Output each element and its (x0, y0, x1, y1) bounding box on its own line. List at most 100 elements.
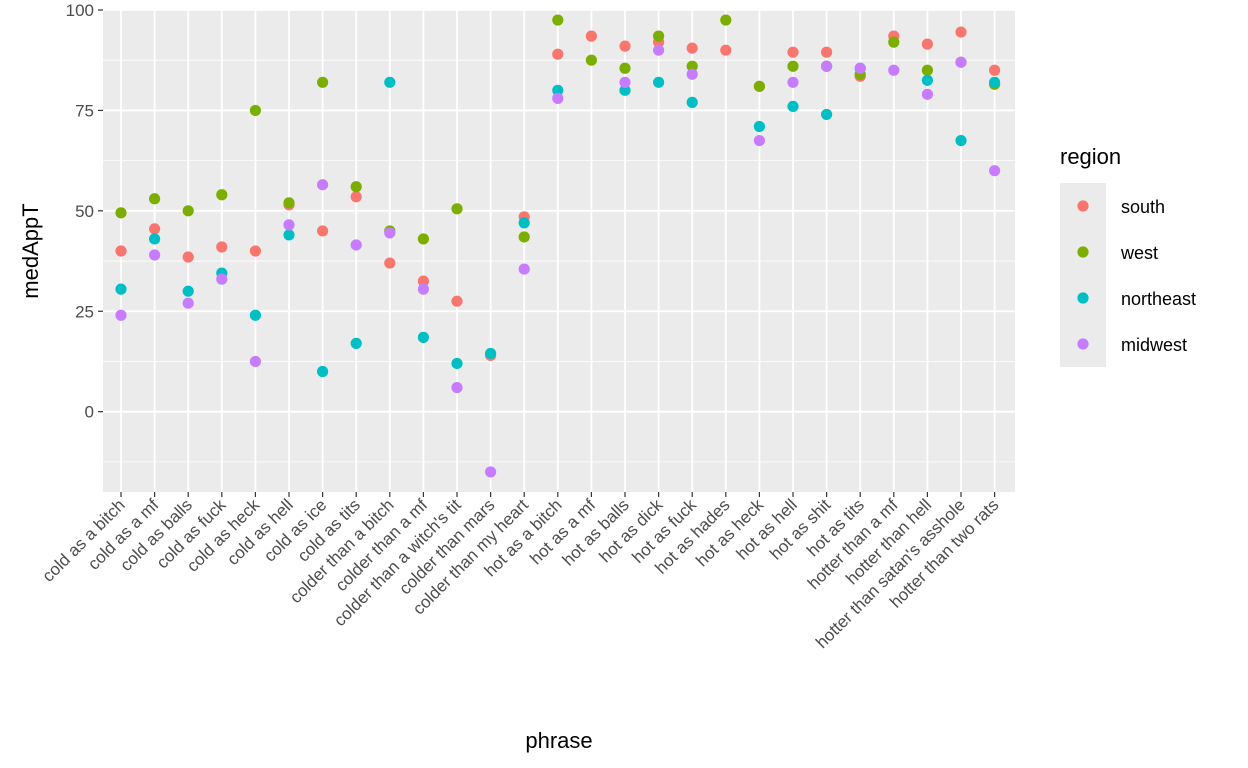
point-midwest (384, 227, 396, 239)
point-south (451, 295, 463, 307)
point-northeast (317, 365, 329, 378)
point-west (753, 80, 766, 92)
point-midwest (216, 273, 228, 285)
point-west (216, 189, 228, 201)
point-west (720, 14, 732, 26)
point-midwest (653, 44, 665, 56)
point-south (317, 225, 329, 237)
point-midwest (955, 56, 967, 68)
point-northeast (619, 84, 631, 96)
point-west (653, 30, 665, 42)
point-northeast (686, 96, 698, 108)
legend-key-west (1077, 246, 1089, 258)
point-south (686, 42, 698, 54)
point-south (115, 245, 127, 257)
point-west (182, 205, 194, 217)
point-midwest (753, 134, 766, 147)
y-axis-title: medAppT (18, 203, 43, 298)
point-northeast (249, 309, 261, 321)
point-midwest (149, 249, 161, 261)
point-midwest (451, 381, 463, 394)
point-northeast (417, 331, 429, 343)
y-axis: 0 25 50 75 100 (66, 1, 103, 422)
legend-key-midwest (1077, 338, 1089, 350)
point-south (182, 251, 194, 263)
legend-label-midwest: midwest (1121, 335, 1187, 355)
y-tick-label: 100 (66, 1, 94, 20)
point-west (115, 207, 127, 219)
legend: region south west northeast midwest (1060, 144, 1196, 367)
point-south (384, 257, 396, 269)
point-midwest (485, 466, 497, 478)
point-northeast (485, 347, 497, 360)
point-south (216, 241, 228, 253)
point-south (787, 46, 799, 58)
point-south (955, 26, 967, 38)
point-south (585, 30, 598, 42)
y-tick-label: 50 (75, 202, 94, 221)
point-west (317, 76, 329, 88)
point-northeast (350, 337, 362, 349)
data-points (115, 14, 1001, 478)
point-west (888, 36, 900, 48)
point-west (787, 60, 799, 72)
point-midwest (921, 88, 934, 100)
y-tick-label: 0 (85, 403, 94, 422)
legend-label-northeast: northeast (1121, 289, 1196, 309)
point-west (686, 60, 698, 72)
point-west (149, 193, 161, 205)
point-south (350, 191, 362, 203)
panel-background (103, 10, 1015, 492)
point-midwest (821, 60, 833, 72)
point-midwest (787, 76, 799, 88)
point-midwest (552, 92, 564, 104)
point-west (451, 203, 463, 215)
point-south (720, 44, 732, 56)
point-south (149, 223, 161, 235)
legend-items: south west northeast midwest (1077, 197, 1196, 355)
point-northeast (989, 76, 1001, 88)
point-midwest (619, 76, 631, 88)
legend-key-south (1077, 200, 1089, 212)
point-south (417, 275, 429, 287)
point-west (417, 233, 429, 245)
point-northeast (149, 233, 161, 245)
point-south (249, 245, 261, 257)
point-northeast (821, 108, 833, 121)
point-northeast (552, 84, 564, 96)
point-midwest (686, 68, 698, 80)
x-axis-title: phrase (525, 728, 592, 753)
legend-label-south: south (1121, 197, 1165, 217)
y-tick-label: 75 (75, 101, 94, 120)
point-midwest (182, 297, 194, 309)
legend-key-background (1060, 183, 1106, 367)
point-northeast (787, 100, 799, 112)
point-midwest (518, 263, 530, 275)
point-midwest (249, 355, 261, 368)
point-south (619, 40, 631, 52)
legend-key-northeast (1077, 292, 1089, 304)
point-west (619, 62, 631, 74)
point-midwest (989, 165, 1001, 177)
point-northeast (753, 120, 766, 133)
point-south (989, 64, 1001, 76)
point-midwest (417, 283, 429, 295)
point-south (552, 48, 564, 60)
point-west (921, 64, 934, 76)
point-midwest (115, 309, 127, 321)
point-midwest (317, 179, 329, 191)
point-northeast (283, 229, 295, 241)
point-midwest (888, 64, 900, 76)
point-midwest (283, 219, 295, 231)
point-south (921, 38, 934, 50)
point-west (518, 231, 530, 243)
point-northeast (653, 76, 665, 88)
point-northeast (384, 76, 396, 88)
point-northeast (182, 285, 194, 297)
point-west (552, 14, 564, 26)
point-west (350, 181, 362, 193)
point-west (585, 54, 598, 66)
point-south (821, 46, 833, 58)
legend-title: region (1060, 144, 1121, 169)
